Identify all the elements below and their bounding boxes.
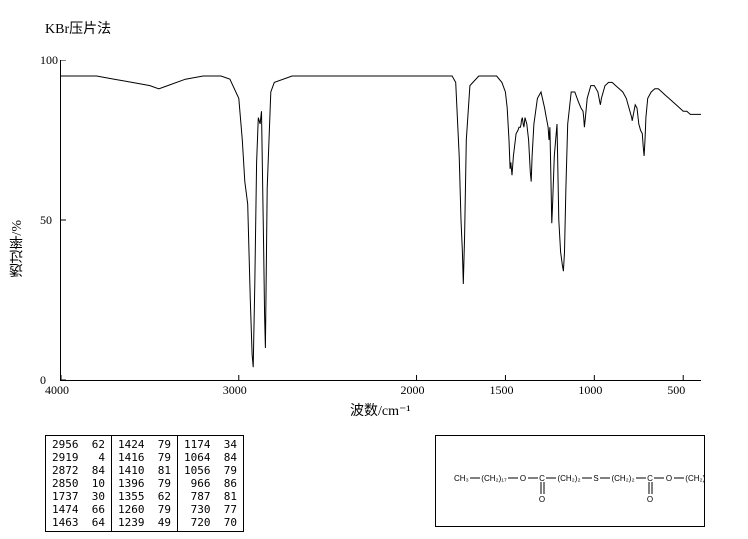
x-tick: 4000 bbox=[45, 383, 69, 398]
svg-text:O: O bbox=[666, 474, 672, 483]
y-axis-label: 透过率/% bbox=[8, 220, 28, 278]
peak-row: 1355 62 bbox=[118, 490, 171, 503]
peak-row: 1416 79 bbox=[118, 451, 171, 464]
svg-text:CH₃: CH₃ bbox=[454, 474, 469, 483]
peak-row: 1239 49 bbox=[118, 516, 171, 529]
svg-text:C: C bbox=[539, 474, 545, 483]
y-tick: 100 bbox=[40, 53, 58, 68]
peak-table: 2956 622919 42872 842850 101737 301474 6… bbox=[45, 435, 244, 532]
peak-column: 1174 341064 841056 79 966 86 787 81 730 … bbox=[178, 436, 243, 531]
x-tick: 500 bbox=[667, 383, 685, 398]
chart-title: KBr压片法 bbox=[45, 18, 111, 38]
peak-row: 2850 10 bbox=[52, 477, 105, 490]
svg-text:C: C bbox=[647, 474, 653, 483]
structure-diagram: CH₃(CH₂)₁₇OCO(CH₂)₂S(CH₂)₂COO(CH₂)₁₇CH₃ bbox=[435, 435, 705, 527]
svg-text:O: O bbox=[520, 474, 526, 483]
peak-row: 1410 81 bbox=[118, 464, 171, 477]
x-axis-label: 波数/cm⁻¹ bbox=[350, 400, 411, 420]
y-tick: 50 bbox=[40, 213, 52, 228]
peak-row: 1260 79 bbox=[118, 503, 171, 516]
spectrum-line bbox=[61, 60, 701, 380]
spectrum-chart bbox=[60, 60, 701, 381]
svg-text:(CH₂)₂: (CH₂)₂ bbox=[557, 474, 580, 483]
x-tick: 1500 bbox=[489, 383, 513, 398]
svg-text:O: O bbox=[539, 495, 545, 504]
peak-row: 730 77 bbox=[184, 503, 237, 516]
svg-text:S: S bbox=[593, 474, 598, 483]
y-tick: 0 bbox=[40, 373, 46, 388]
peak-row: 2919 4 bbox=[52, 451, 105, 464]
svg-text:(CH₂)₁₇: (CH₂)₁₇ bbox=[481, 474, 507, 483]
peak-row: 966 86 bbox=[184, 477, 237, 490]
x-tick: 3000 bbox=[223, 383, 247, 398]
peak-row: 1174 34 bbox=[184, 438, 237, 451]
peak-row: 1463 64 bbox=[52, 516, 105, 529]
peak-row: 1474 66 bbox=[52, 503, 105, 516]
svg-text:(CH₂)₂: (CH₂)₂ bbox=[611, 474, 634, 483]
peak-row: 1056 79 bbox=[184, 464, 237, 477]
x-tick: 1000 bbox=[578, 383, 602, 398]
peak-row: 787 81 bbox=[184, 490, 237, 503]
peak-column: 1424 791416 791410 811396 791355 621260 … bbox=[112, 436, 178, 531]
peak-row: 2872 84 bbox=[52, 464, 105, 477]
svg-text:O: O bbox=[647, 495, 653, 504]
peak-row: 1424 79 bbox=[118, 438, 171, 451]
peak-column: 2956 622919 42872 842850 101737 301474 6… bbox=[46, 436, 112, 531]
peak-row: 1396 79 bbox=[118, 477, 171, 490]
x-tick: 2000 bbox=[401, 383, 425, 398]
svg-text:(CH₂)₁₇: (CH₂)₁₇ bbox=[685, 474, 704, 483]
peak-row: 1064 84 bbox=[184, 451, 237, 464]
peak-row: 1737 30 bbox=[52, 490, 105, 503]
peak-row: 2956 62 bbox=[52, 438, 105, 451]
peak-row: 720 70 bbox=[184, 516, 237, 529]
